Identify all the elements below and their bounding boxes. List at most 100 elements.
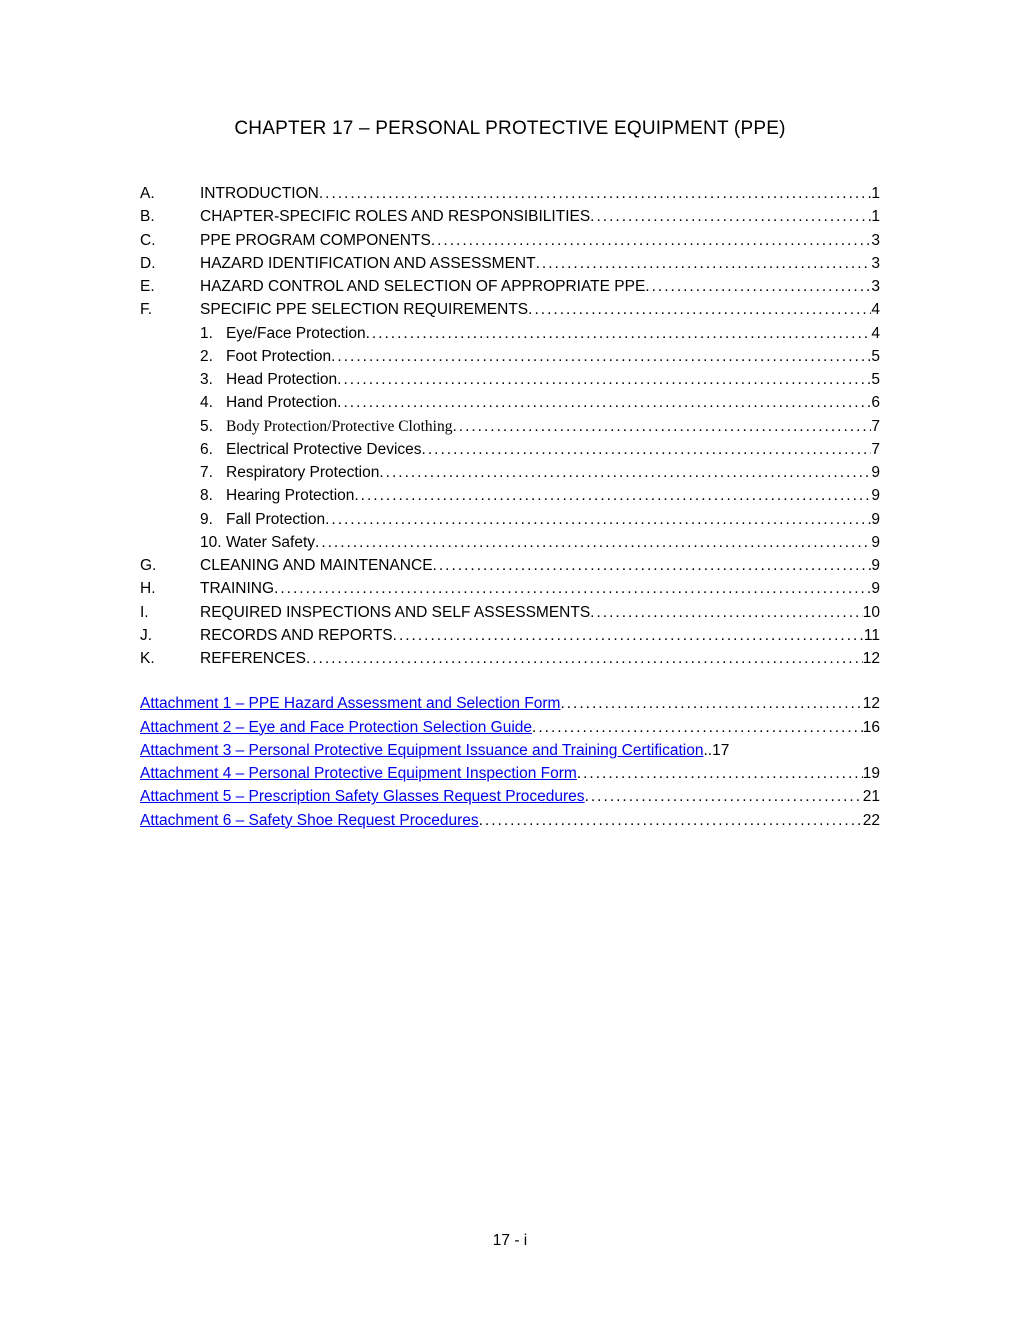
attachment-link[interactable]: Attachment 2 – Eye and Face Protection S… [140, 716, 532, 739]
attachment-page: 19 [863, 762, 880, 785]
toc-page: 11 [864, 624, 880, 647]
toc-leader [337, 391, 871, 414]
chapter-title: CHAPTER 17 – PERSONAL PROTECTIVE EQUIPME… [140, 118, 880, 140]
toc-page: 5 [871, 368, 880, 391]
attachment-sep: .. [703, 739, 712, 762]
toc-leader [306, 647, 863, 670]
attachment-link[interactable]: Attachment 3 – Personal Protective Equip… [140, 739, 703, 762]
toc-entry: G.CLEANING AND MAINTENANCE9 [140, 554, 880, 577]
toc-entry: A.INTRODUCTION1 [140, 182, 880, 205]
toc-page: 9 [871, 577, 880, 600]
toc-sublabel: Electrical Protective Devices [226, 438, 422, 461]
toc-leader [431, 229, 872, 252]
attachment-entry: Attachment 4 – Personal Protective Equip… [140, 762, 880, 785]
toc-subnum: 6. [200, 438, 226, 461]
toc-subentry: 10.Water Safety9 [140, 531, 880, 554]
toc-page: 3 [871, 252, 880, 275]
toc-sublabel: Foot Protection [226, 345, 331, 368]
toc-sublabel: Fall Protection [226, 508, 325, 531]
toc-leader [422, 438, 872, 461]
toc-leader [315, 531, 871, 554]
toc-letter: D. [140, 252, 200, 275]
toc-subnum: 3. [200, 368, 226, 391]
attachment-link[interactable]: Attachment 6 – Safety Shoe Request Proce… [140, 809, 479, 832]
attachment-page: 16 [863, 716, 880, 739]
toc-subnum: 8. [200, 484, 226, 507]
toc-label: REQUIRED INSPECTIONS AND SELF ASSESSMENT… [200, 601, 590, 624]
toc-leader [379, 461, 871, 484]
toc-subentry: 2.Foot Protection 5 [140, 345, 880, 368]
toc-leader [585, 785, 863, 808]
table-of-contents: A.INTRODUCTION1B.CHAPTER-SPECIFIC ROLES … [140, 182, 880, 670]
toc-letter: F. [140, 298, 200, 321]
toc-label: CLEANING AND MAINTENANCE [200, 554, 433, 577]
toc-label: REFERENCES [200, 647, 306, 670]
toc-label: RECORDS AND REPORTS [200, 624, 393, 647]
toc-sublabel: Hand Protection [226, 391, 337, 414]
toc-leader [337, 368, 871, 391]
toc-leader [331, 345, 871, 368]
toc-sublabel: Head Protection [226, 368, 337, 391]
toc-page: 9 [871, 554, 880, 577]
toc-subentry: 8.Hearing Protection9 [140, 484, 880, 507]
toc-letter: I. [140, 601, 200, 624]
toc-leader [366, 322, 872, 345]
toc-subnum: 4. [200, 391, 226, 414]
toc-letter: J. [140, 624, 200, 647]
toc-subentry: 7.Respiratory Protection9 [140, 461, 880, 484]
attachment-entry: Attachment 6 – Safety Shoe Request Proce… [140, 809, 880, 832]
toc-entry: F.SPECIFIC PPE SELECTION REQUIREMENTS 4 [140, 298, 880, 321]
toc-label: SPECIFIC PPE SELECTION REQUIREMENTS [200, 298, 528, 321]
toc-leader [536, 252, 872, 275]
toc-leader [590, 601, 863, 624]
toc-sublabel: Eye/Face Protection [226, 322, 366, 345]
toc-leader [590, 205, 871, 228]
toc-entry: K.REFERENCES 12 [140, 647, 880, 670]
toc-subentry: 3.Head Protection 5 [140, 368, 880, 391]
toc-leader [319, 182, 872, 205]
toc-sublabel: Water Safety [226, 531, 315, 554]
document-page: CHAPTER 17 – PERSONAL PROTECTIVE EQUIPME… [0, 0, 1020, 1320]
toc-label: HAZARD IDENTIFICATION AND ASSESSMENT [200, 252, 536, 275]
toc-leader [393, 624, 864, 647]
toc-label: CHAPTER-SPECIFIC ROLES AND RESPONSIBILIT… [200, 205, 590, 228]
toc-letter: B. [140, 205, 200, 228]
toc-leader [354, 484, 871, 507]
toc-entry: J.RECORDS AND REPORTS 11 [140, 624, 880, 647]
toc-subnum: 2. [200, 345, 226, 368]
toc-page: 5 [871, 345, 880, 368]
toc-leader [479, 809, 863, 832]
toc-leader [452, 415, 871, 438]
toc-letter: K. [140, 647, 200, 670]
attachment-link[interactable]: Attachment 1 – PPE Hazard Assessment and… [140, 692, 560, 715]
toc-page: 9 [871, 484, 880, 507]
toc-label: INTRODUCTION [200, 182, 319, 205]
attachment-entry: Attachment 5 – Prescription Safety Glass… [140, 785, 880, 808]
attachment-page: 21 [863, 785, 880, 808]
toc-subnum: 10. [200, 531, 226, 554]
toc-subnum: 5. [200, 415, 226, 438]
toc-label: TRAINING [200, 577, 274, 600]
toc-subnum: 7. [200, 461, 226, 484]
attachment-link[interactable]: Attachment 4 – Personal Protective Equip… [140, 762, 577, 785]
attachment-link[interactable]: Attachment 5 – Prescription Safety Glass… [140, 785, 585, 808]
toc-entry: H.TRAINING9 [140, 577, 880, 600]
toc-entry: I.REQUIRED INSPECTIONS AND SELF ASSESSME… [140, 601, 880, 624]
toc-page: 7 [871, 438, 880, 461]
toc-leader [274, 577, 871, 600]
attachment-page: 12 [863, 692, 880, 715]
toc-entry: B.CHAPTER-SPECIFIC ROLES AND RESPONSIBIL… [140, 205, 880, 228]
page-footer: 17 - i [0, 1232, 1020, 1250]
toc-page: 4 [871, 298, 880, 321]
toc-page: 12 [863, 647, 880, 670]
toc-leader [433, 554, 872, 577]
toc-page: 7 [871, 415, 880, 438]
toc-letter: A. [140, 182, 200, 205]
toc-page: 9 [871, 461, 880, 484]
toc-leader [528, 298, 871, 321]
toc-entry: D.HAZARD IDENTIFICATION AND ASSESSMENT 3 [140, 252, 880, 275]
toc-sublabel: Body Protection/Protective Clothing [226, 415, 452, 438]
toc-page: 1 [871, 205, 880, 228]
toc-letter: C. [140, 229, 200, 252]
attachment-entry: Attachment 2 – Eye and Face Protection S… [140, 716, 880, 739]
